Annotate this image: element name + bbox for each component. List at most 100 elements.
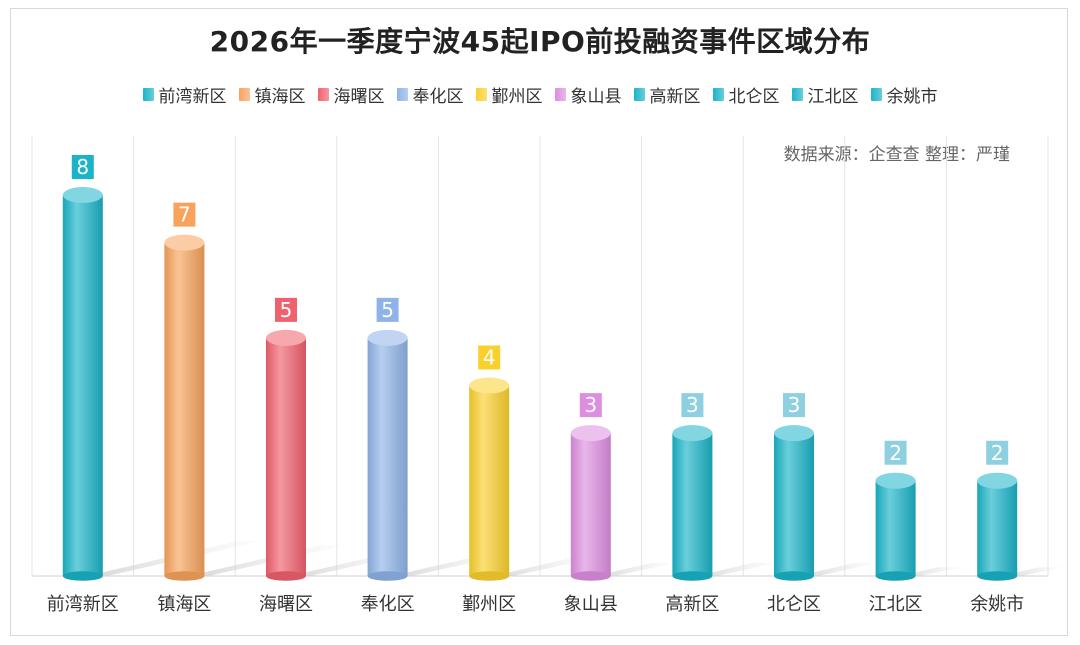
chart-title: 2026年一季度宁波45起IPO前投融资事件区域分布 [209,25,871,58]
value-label-bg [71,155,94,179]
legend-item[interactable]: 北仑区 [712,82,780,107]
bar-shadow [493,558,594,576]
x-tick-label: 象山县 [564,594,618,615]
bar [875,480,916,576]
bar-top [977,472,1018,489]
value-label-bg [579,393,602,418]
bar-base [672,571,713,581]
value-label: 2 [991,441,1004,465]
bar-base [62,571,103,581]
value-label: 8 [76,155,89,179]
bar-top [774,425,814,442]
legend-swatch [142,88,154,101]
x-tick-label: 海曙区 [259,594,313,615]
bar-base [469,571,510,581]
value-label: 3 [686,393,699,417]
value-label-bg [986,440,1009,465]
bars [62,187,1018,581]
bar [977,480,1018,576]
x-tick-label: 鄞州区 [462,594,516,615]
value-label-bg [173,202,196,227]
legend-item[interactable]: 高新区 [633,82,701,107]
bar [164,242,205,576]
source-note: 数据来源：企查查 整理：严瑾 [783,145,1010,165]
x-tick-label: 奉化区 [361,594,415,615]
bar-base [774,571,814,581]
bar-top [875,472,916,489]
legend-label: 江北区 [807,87,859,107]
value-label: 5 [280,298,293,322]
value-label: 3 [788,393,801,417]
value-label: 3 [584,393,597,417]
bar-base [875,571,916,581]
legend-swatch [554,88,566,101]
legend-item[interactable]: 海曙区 [317,82,385,107]
bar-top [469,377,510,394]
legend-label: 象山县 [570,87,622,107]
legend-swatch [238,88,250,101]
bar-base [266,571,306,581]
legend-item[interactable]: 镇海区 [238,82,306,107]
legend-label: 鄞州区 [491,87,543,107]
legend-swatch [633,88,645,101]
chart-legend: 前湾新区 镇海区 海曙区 奉化区 鄞州区 象山县 高新区 北仑区 江北区 余姚市 [0,82,1080,107]
bar [570,433,611,576]
legend-swatch [870,88,882,101]
legend-label: 奉化区 [412,87,464,107]
legend-label: 高新区 [649,87,701,107]
value-label: 5 [381,298,394,322]
legend-swatch [712,88,724,101]
bar [672,433,713,576]
value-label: 2 [889,441,902,465]
bar-shadow [594,562,676,576]
bar-top [672,425,713,442]
value-labels: 8 7 5 5 4 3 3 3 2 2 [71,155,1009,465]
bar [469,385,510,576]
value-label-bg [376,297,399,322]
bar-base [164,571,205,581]
bar [367,337,408,576]
value-label-bg [681,393,704,418]
bar-base [977,571,1018,581]
legend-swatch [791,88,803,101]
x-tick-label: 前湾新区 [47,594,119,615]
legend-item[interactable]: 江北区 [791,82,859,107]
legend-label: 海曙区 [333,87,385,107]
x-tick-label: 江北区 [869,594,923,615]
legend-swatch [475,88,487,101]
value-label-bg [275,297,297,322]
bar [266,337,306,576]
value-label-bg [783,393,805,418]
legend-item[interactable]: 前湾新区 [142,82,227,107]
legend-item[interactable]: 鄞州区 [475,82,543,107]
legend-item[interactable]: 余姚市 [870,82,938,107]
bar [774,433,814,576]
bar-top [367,329,408,346]
legend-item[interactable]: 奉化区 [396,82,464,107]
bar-top [62,187,103,203]
bar [62,195,103,576]
x-tick-label: 北仑区 [767,594,821,615]
legend-swatch [396,88,408,101]
legend-label: 镇海区 [254,87,306,107]
bar-top [164,234,205,251]
x-tick-label: 高新区 [665,594,719,615]
value-label-bg [884,440,907,465]
bar-shadow [798,562,880,576]
bar-base [367,571,408,581]
value-label: 7 [178,203,191,227]
legend-swatch [317,88,329,101]
value-label-bg [478,345,501,370]
legend-label: 北仑区 [728,87,780,107]
value-label: 4 [483,346,496,370]
bar-shadow [696,562,778,576]
x-tick-label: 镇海区 [157,594,211,615]
bar-base [570,571,611,581]
legend-item[interactable]: 象山县 [554,82,622,107]
bar-top [570,425,611,442]
legend-label: 余姚市 [886,87,938,107]
x-axis-labels: 前湾新区 镇海区 海曙区 奉化区 鄞州区 象山县 高新区 北仑区 江北区 余姚市 [47,594,1024,615]
x-tick-label: 余姚市 [970,594,1024,615]
legend-label: 前湾新区 [158,87,227,107]
